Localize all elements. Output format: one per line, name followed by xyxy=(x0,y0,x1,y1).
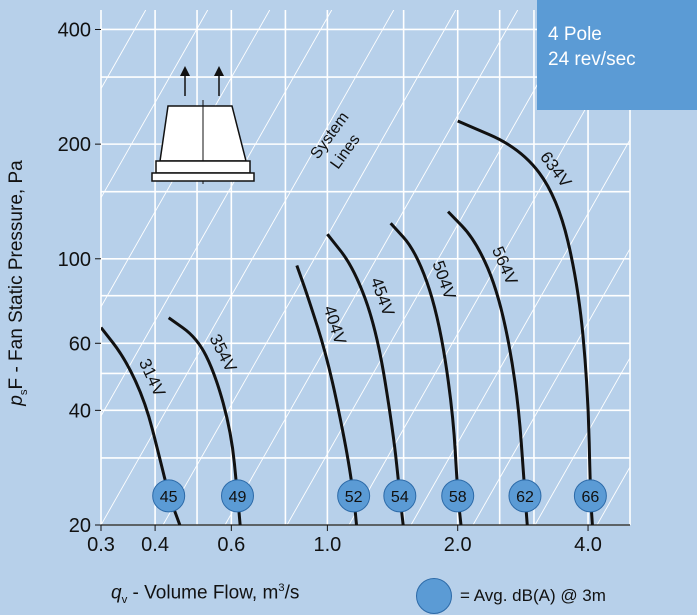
curve-454V xyxy=(326,233,405,525)
curve-504V xyxy=(389,222,463,525)
x-tick-label: 4.0 xyxy=(574,534,602,556)
legend-circle-icon xyxy=(416,578,452,614)
db-marker xyxy=(152,479,186,513)
legend: = Avg. dB(A) @ 3m xyxy=(416,578,606,614)
pole-label: 4 Pole xyxy=(548,24,602,45)
x-tick-label: 2.0 xyxy=(444,534,472,556)
x-axis-label: qv - Volume Flow, m3/s xyxy=(111,582,300,607)
db-value: 54 xyxy=(391,489,409,506)
system-line xyxy=(286,10,581,525)
y-tick-label: 100 xyxy=(58,249,91,271)
db-value: 52 xyxy=(345,489,363,506)
y-tick-label: 20 xyxy=(69,515,91,537)
y-tick-label: 40 xyxy=(69,400,91,422)
db-marker xyxy=(441,479,475,513)
curve-564V xyxy=(446,210,529,525)
db-value: 49 xyxy=(229,489,247,506)
db-value: 45 xyxy=(160,489,178,506)
speed-label: 24 rev/sec xyxy=(548,49,636,70)
x-tick-label: 0.4 xyxy=(141,534,169,556)
y-tick-label: 200 xyxy=(58,134,91,156)
system-line xyxy=(101,10,271,308)
x-tick-label: 0.6 xyxy=(217,534,245,556)
y-axis-label: psF - Fan Static Pressure, Pa xyxy=(6,160,30,406)
system-line xyxy=(101,10,209,199)
db-marker xyxy=(220,479,254,513)
x-tick-label: 0.3 xyxy=(87,534,115,556)
legend-text: = Avg. dB(A) @ 3m xyxy=(460,586,606,605)
axes: 20 40 60 100 200 400 0.3 0.4 0.6 1.0 2.0 4.0 xyxy=(58,19,630,556)
system-line xyxy=(224,10,519,525)
pole-speed-box: 4 Pole 24 rev/sec xyxy=(537,0,697,110)
db-marker xyxy=(573,479,607,513)
fan-icon xyxy=(151,66,255,184)
db-value: 66 xyxy=(581,489,599,506)
db-marker xyxy=(337,479,371,513)
curve-label: 404V xyxy=(320,303,350,347)
system-line xyxy=(101,10,395,525)
db-marker xyxy=(383,479,417,513)
system-line xyxy=(162,10,457,525)
curve-354V xyxy=(167,316,242,525)
curve-404V xyxy=(295,265,359,525)
y-tick-label: 60 xyxy=(69,333,91,355)
db-value: 58 xyxy=(449,489,467,506)
system-line xyxy=(101,10,333,417)
x-tick-label: 1.0 xyxy=(313,534,341,556)
system-line xyxy=(534,356,630,525)
system-line xyxy=(410,138,630,525)
y-tick-label: 400 xyxy=(58,19,91,41)
db-marker xyxy=(508,479,542,513)
curve-634V xyxy=(457,119,594,525)
fan-curves: 314V45354V49404V52454V54504V58564V62634V… xyxy=(101,119,607,525)
db-value: 62 xyxy=(516,489,534,506)
